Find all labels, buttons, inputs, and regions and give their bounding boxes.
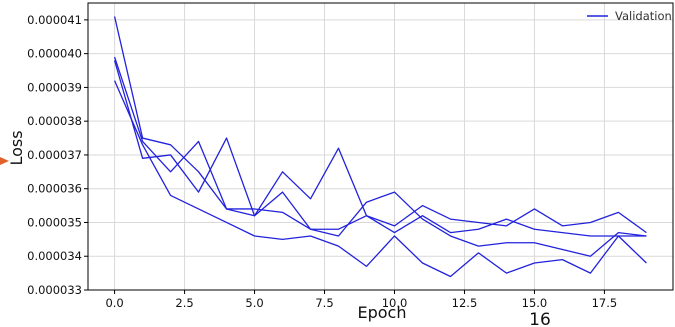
y-tick-label: 0.000040 — [27, 47, 82, 61]
y-axis-title: Loss — [7, 130, 26, 165]
series-lines — [113, 16, 647, 278]
y-tick-label: 0.000036 — [27, 182, 82, 196]
x-axis-ticks: 0.0 2.5 5.0 7.5 10.0 12.5 15.0 17.5 — [105, 290, 617, 310]
x-tick-label: 12.5 — [452, 296, 478, 310]
y-tick-label: 0.000039 — [27, 80, 82, 94]
pointer-arrow-icon — [0, 157, 9, 165]
y-tick-label: 0.000037 — [27, 148, 82, 162]
y-tick-label: 0.000041 — [27, 13, 82, 27]
corner-number: 16 — [529, 310, 551, 327]
validation-line-2 — [113, 56, 647, 264]
validation-line-1 — [113, 16, 647, 234]
x-tick-label: 17.5 — [592, 296, 618, 310]
y-tick-label: 0.000035 — [27, 215, 82, 229]
x-tick-label: 0.0 — [105, 296, 123, 310]
x-tick-label: 7.5 — [315, 296, 333, 310]
validation-line-3 — [113, 60, 647, 257]
validation-line-4 — [113, 80, 647, 278]
plot-area-frame — [87, 2, 674, 291]
y-tick-label: 0.000038 — [27, 114, 82, 128]
legend: Validation — [587, 9, 672, 23]
x-tick-label: 10.0 — [382, 296, 408, 310]
x-axis-title: Epoch — [358, 303, 407, 322]
y-tick-label: 0.000034 — [27, 249, 82, 263]
y-tick-label: 0.000033 — [27, 283, 82, 297]
gridlines — [88, 3, 673, 291]
legend-label-validation: Validation — [615, 9, 672, 23]
x-tick-label: 5.0 — [245, 296, 263, 310]
y-axis-ticks: 0.000033 0.000034 0.000035 0.000036 0.000037… — [27, 13, 88, 297]
x-tick-label: 2.5 — [175, 296, 193, 310]
x-tick-label: 15.0 — [522, 296, 548, 310]
